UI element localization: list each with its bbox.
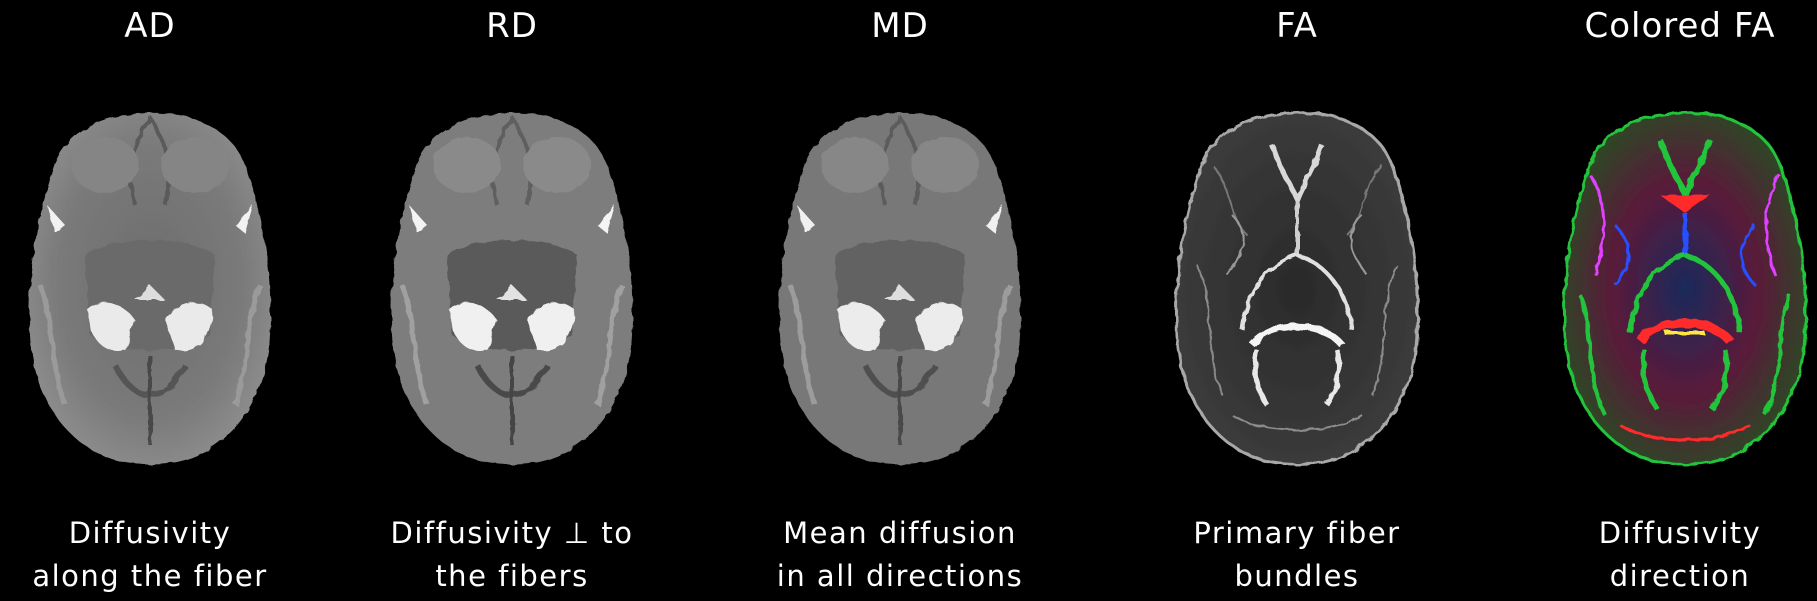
caption-md-line1: Mean diffusion [783,516,1017,550]
caption-ad-line1: Diffusivity [68,516,232,550]
panel-fa: FA Primary fiber [1147,0,1447,601]
caption-colored-fa: Diffusivity direction [1530,512,1817,598]
panel-title-rd: RD [486,6,538,46]
caption-ad: Diffusivity along the fiber [0,512,300,598]
caption-fa: Primary fiber bundles [1147,512,1447,598]
panel-colored-fa: Colored FA [1530,0,1817,601]
caption-fa-line2: bundles [1234,559,1360,593]
caption-colored-fa-line2: direction [1609,559,1751,593]
panel-title-fa: FA [1276,6,1318,46]
caption-fa-line1: Primary fiber [1193,516,1401,550]
brain-image-rd [387,105,637,470]
panel-rd: RD Diffusivity ⊥ to the [362,0,662,601]
panel-md: MD Mean diffusion in all [750,0,1050,601]
caption-rd: Diffusivity ⊥ to the fibers [362,512,662,598]
panel-title-ad: AD [124,6,176,46]
caption-md: Mean diffusion in all directions [750,512,1050,598]
brain-image-md [775,105,1025,470]
caption-ad-line2: along the fiber [32,559,268,593]
caption-md-line2: in all directions [776,559,1024,593]
brain-image-colored-fa [1560,105,1810,470]
caption-rd-line1: Diffusivity ⊥ to [390,516,634,550]
panel-title-colored-fa: Colored FA [1584,6,1776,46]
caption-colored-fa-line1: Diffusivity [1598,516,1762,550]
caption-rd-line2: the fibers [435,559,589,593]
panel-title-md: MD [871,6,929,46]
panel-ad: AD Diffusivity along the [0,0,300,601]
brain-image-fa [1172,105,1422,470]
brain-image-ad [25,105,275,470]
